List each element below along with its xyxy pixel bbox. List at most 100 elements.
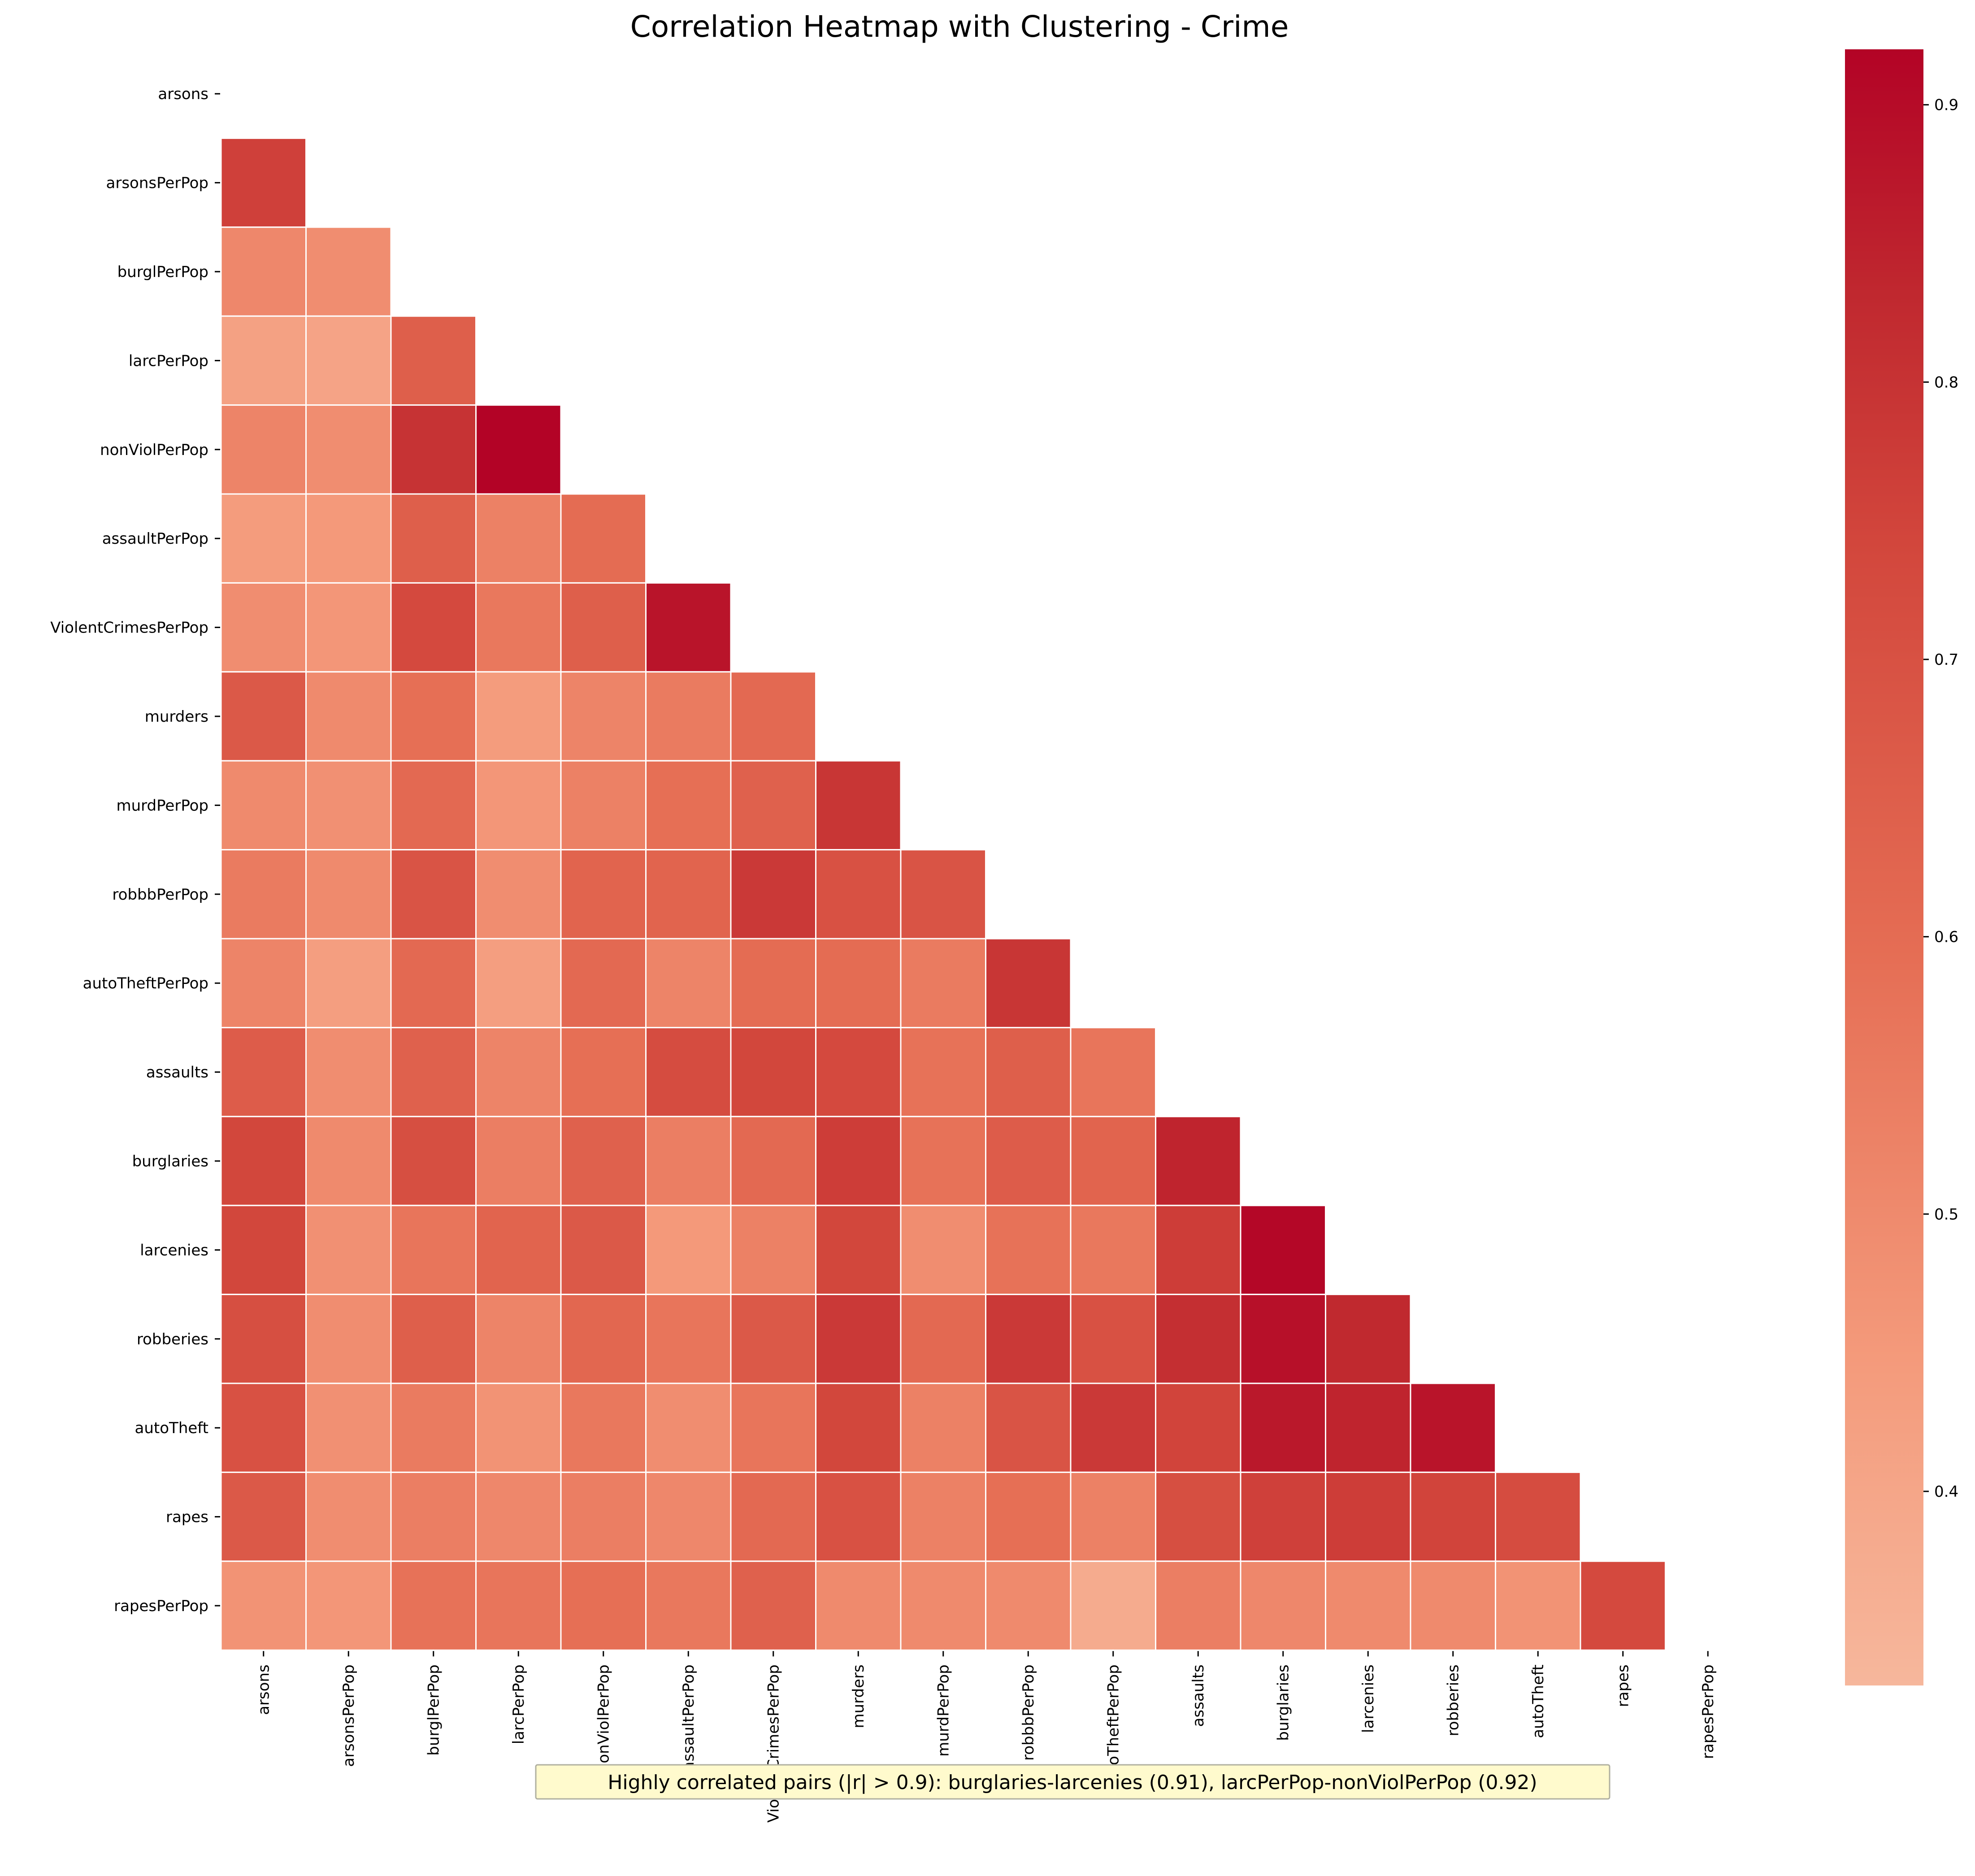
heatmap-cell [1240, 1204, 1326, 1295]
heatmap-cell [645, 849, 732, 940]
heatmap-cell [645, 1560, 732, 1651]
heatmap-cell [1410, 1382, 1496, 1473]
colorbar-ticks: 0.4 0.5 0.6 0.7 0.8 0.9 [1923, 96, 1958, 1501]
heatmap-cell [305, 315, 392, 406]
heatmap-cell [475, 493, 562, 584]
heatmap-cell [1325, 1294, 1411, 1384]
heatmap-cell [475, 1560, 562, 1651]
column-label: murders [850, 1664, 868, 1728]
annotation-text: Highly correlated pairs (|r| > 0.9): bur… [608, 1771, 1537, 1794]
heatmap-cell [985, 1204, 1072, 1295]
row-label: murders [145, 708, 208, 726]
heatmap-cell [390, 760, 477, 851]
column-label: assaultPerPop [680, 1664, 698, 1771]
colorbar [1845, 49, 1923, 1685]
heatmap-cell [815, 1382, 902, 1473]
row-label: ViolentCrimesPerPop [50, 619, 208, 637]
heatmap-cell [220, 1027, 307, 1118]
row-label: autoTheftPerPop [83, 975, 208, 992]
heatmap-cell [305, 1204, 392, 1295]
heatmap-cell [305, 404, 392, 495]
heatmap-cell [645, 1027, 732, 1118]
heatmap-cell [305, 1471, 392, 1562]
heatmap-cell [1155, 1560, 1241, 1651]
heatmap-cell [815, 1027, 902, 1118]
heatmap-cell [900, 1027, 986, 1118]
heatmap-cell [475, 404, 562, 495]
heatmap-cell [390, 1204, 477, 1295]
heatmap-cell [1325, 1560, 1411, 1651]
heatmap-cell [390, 404, 477, 495]
heatmap-cell [560, 760, 647, 851]
heatmap-cell [390, 938, 477, 1028]
heatmap-cell [1155, 1294, 1241, 1384]
chart-title: Correlation Heatmap with Clustering - Cr… [630, 9, 1289, 44]
heatmap-cell [220, 315, 307, 406]
heatmap-cell [390, 1116, 477, 1206]
heatmap-cell [1070, 1294, 1156, 1384]
heatmap-cell [390, 1027, 477, 1118]
heatmap-cell [985, 1471, 1072, 1562]
heatmap-cell [390, 1471, 477, 1562]
heatmap-cell [390, 1560, 477, 1651]
heatmap-cell [900, 1560, 986, 1651]
heatmap-cell [985, 1294, 1072, 1384]
heatmap-cell [1495, 1560, 1581, 1651]
row-label: larcPerPop [129, 352, 208, 370]
heatmap-cell [1240, 1471, 1326, 1562]
heatmap-cell [560, 849, 647, 940]
heatmap-cell [645, 1382, 732, 1473]
heatmap-cell [730, 938, 816, 1028]
heatmap-cell [390, 582, 477, 673]
heatmap-cell [1070, 1204, 1156, 1295]
row-label: arsons [158, 85, 208, 103]
heatmap-cell [220, 849, 307, 940]
heatmap-cell [985, 1382, 1072, 1473]
heatmap-cell [815, 938, 902, 1028]
heatmap-cell [390, 315, 477, 406]
heatmap-cell [220, 493, 307, 584]
column-label: autoTheft [1529, 1664, 1547, 1738]
heatmap-cell [220, 938, 307, 1028]
heatmap-cell [815, 760, 902, 851]
row-label: burglPerPop [117, 263, 208, 281]
heatmap-cell [1070, 1560, 1156, 1651]
colorbar-tick-label: 0.5 [1934, 1205, 1958, 1223]
heatmap-cell [900, 1471, 986, 1562]
row-label: rapesPerPop [114, 1597, 208, 1615]
heatmap-cell [305, 849, 392, 940]
heatmap-cell [560, 1382, 647, 1473]
row-label: arsonsPerPop [106, 174, 208, 192]
heatmap-cells [220, 137, 1666, 1651]
heatmap-cell [645, 582, 732, 673]
heatmap-cell [305, 1294, 392, 1384]
heatmap-cell [645, 1471, 732, 1562]
column-label: nonViolPerPop [595, 1664, 613, 1773]
heatmap-cell [390, 1382, 477, 1473]
heatmap-cell [1240, 1560, 1326, 1651]
heatmap-cell [730, 671, 816, 762]
heatmap-cell [815, 1116, 902, 1206]
heatmap-cell [475, 671, 562, 762]
row-label: robbbPerPop [112, 886, 208, 904]
heatmap-cell [390, 671, 477, 762]
heatmap-cell [475, 849, 562, 940]
heatmap-cell [560, 938, 647, 1028]
row-label: rapes [166, 1508, 208, 1526]
heatmap-cell [1410, 1471, 1496, 1562]
heatmap-cell [1240, 1382, 1326, 1473]
heatmap-cell [390, 1294, 477, 1384]
colorbar-tick-label: 0.4 [1934, 1483, 1958, 1501]
row-labels: arsons arsonsPerPop burglPerPop larcPerPop n… [50, 85, 220, 1615]
heatmap-cell [560, 1471, 647, 1562]
heatmap-cell [815, 1204, 902, 1295]
heatmap-cell [1155, 1204, 1241, 1295]
heatmap-cell [475, 1204, 562, 1295]
heatmap-cell [305, 1560, 392, 1651]
heatmap-cell [305, 582, 392, 673]
heatmap-cell [220, 137, 307, 228]
colorbar-tick-label: 0.8 [1934, 373, 1958, 391]
heatmap-cell [220, 671, 307, 762]
heatmap-cell [815, 1560, 902, 1651]
